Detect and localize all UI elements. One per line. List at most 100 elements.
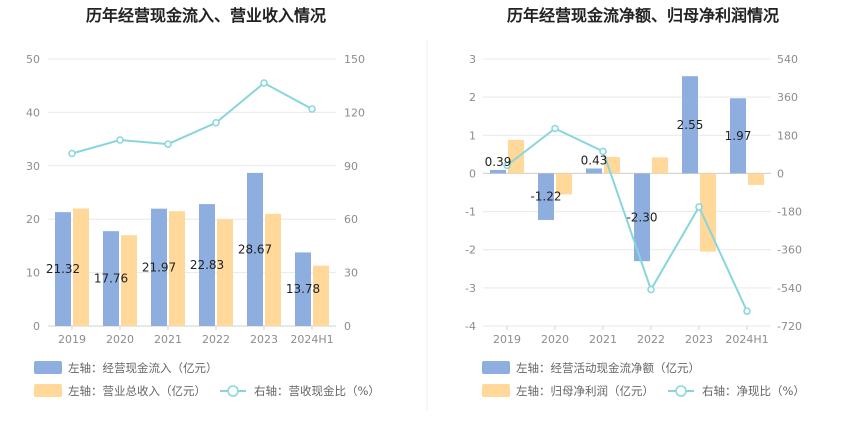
category-label: 2019	[493, 333, 521, 346]
legend: 左轴：经营活动现金流净额（亿元） 左轴：归母净利润（亿元） 右轴：净现比（%）	[482, 361, 805, 398]
bar-value-label: -2.30	[626, 210, 657, 224]
category-label: 2020	[106, 333, 134, 346]
legend-item-ratio[interactable]: 右轴：营收现金比（%）	[220, 384, 380, 398]
legend: 左轴：经营现金流入（亿元） 左轴：营业总收入（亿元） 右轴：营收现金比（%）	[34, 361, 380, 398]
bar-secondary[interactable]	[508, 139, 524, 174]
bar-primary[interactable]	[634, 173, 650, 262]
right-tick-label: 0	[344, 320, 351, 333]
legend-item-net-ratio[interactable]: 右轴：净现比（%）	[668, 384, 805, 398]
bar-secondary[interactable]	[73, 208, 89, 326]
legend-item-net-profit[interactable]: 左轴：归母净利润（亿元）	[482, 384, 654, 398]
legend-label: 左轴：经营现金流入（亿元）	[68, 361, 218, 375]
ratio-point[interactable]	[308, 105, 316, 113]
left-tick-label: -1	[465, 206, 476, 219]
legend-marker	[675, 385, 687, 397]
left-tick-label: 3	[469, 53, 476, 66]
ratio-point[interactable]	[212, 118, 220, 127]
chart-title: 历年经营现金流净额、归母净利润情况	[507, 6, 779, 25]
right-tick-label: 60	[344, 213, 358, 226]
ratio-line	[503, 124, 751, 315]
ratio-point[interactable]	[743, 307, 751, 315]
right-tick-label: 90	[344, 160, 358, 173]
category-label: 2024H1	[725, 333, 768, 346]
bar-primary[interactable]	[295, 252, 311, 326]
grid-lines	[483, 58, 771, 327]
ratio-point[interactable]	[68, 149, 76, 158]
legend-label: 左轴：经营活动现金流净额（亿元）	[516, 361, 700, 375]
bar-secondary[interactable]	[313, 265, 329, 326]
ratio-point[interactable]	[551, 124, 559, 133]
category-label: 2024H1	[290, 333, 333, 346]
bar-secondary[interactable]	[265, 213, 281, 326]
legend-label: 左轴：营业总收入（亿元）	[68, 384, 206, 398]
bar-secondary[interactable]	[169, 211, 185, 326]
bar-value-label: 0.43	[581, 153, 608, 167]
legend-swatch	[34, 361, 62, 374]
bar-value-labels: 0.39 -1.22 0.43 -2.30 2.55 1.97	[485, 118, 752, 224]
bar-secondary[interactable]	[700, 173, 716, 252]
grid-lines	[48, 58, 336, 327]
category-label: 2023	[250, 333, 278, 346]
bar-value-label: -1.22	[530, 190, 561, 204]
ratio-line	[68, 79, 316, 158]
bar-primary[interactable]	[538, 173, 554, 220]
right-tick-label: 30	[344, 267, 358, 280]
ratio-line-path	[506, 127, 748, 312]
right-tick-label: 0	[777, 167, 784, 180]
category-label: 2019	[58, 333, 86, 346]
left-tick-label: -3	[465, 282, 476, 295]
ratio-point[interactable]	[599, 147, 607, 156]
bar-primary[interactable]	[55, 212, 71, 326]
ratio-point[interactable]	[695, 203, 703, 211]
legend-item-revenue[interactable]: 左轴：营业总收入（亿元）	[34, 384, 206, 398]
left-tick-label: -2	[465, 244, 476, 257]
category-ticks: 2019 2020 2021 2022 2023 2024H1	[58, 326, 334, 346]
chart-cash-inflow-revenue: 历年经营现金流入、营业收入情况 0 10 20 30 40 50 0 30 60 90 120 15…	[26, 6, 380, 398]
ratio-point[interactable]	[260, 79, 268, 87]
bar-secondary[interactable]	[121, 235, 137, 326]
ratio-point[interactable]	[164, 140, 172, 148]
category-label: 2022	[202, 333, 230, 346]
left-tick-label: 10	[26, 267, 40, 280]
bar-primary[interactable]	[490, 169, 506, 174]
bar-secondary[interactable]	[556, 173, 572, 195]
right-tick-label: -540	[777, 282, 802, 295]
legend-label: 右轴：净现比（%）	[702, 384, 805, 398]
right-tick-label: 150	[344, 53, 365, 66]
ratio-point[interactable]	[116, 136, 124, 144]
bar-value-label: 13.78	[286, 282, 320, 296]
ratio-point[interactable]	[647, 285, 655, 294]
legend-item-net-cash[interactable]: 左轴：经营活动现金流净额（亿元）	[482, 361, 700, 375]
bar-primary[interactable]	[199, 204, 215, 326]
bar-primary[interactable]	[586, 168, 602, 174]
left-tick-label: 0	[469, 167, 476, 180]
legend-marker	[227, 385, 239, 397]
right-tick-label: 180	[777, 129, 798, 142]
bars	[490, 76, 764, 262]
bar-secondary[interactable]	[604, 157, 620, 174]
legend-label: 右轴：营收现金比（%）	[254, 384, 380, 398]
legend-item-cash-inflow[interactable]: 左轴：经营现金流入（亿元）	[34, 361, 218, 375]
bar-secondary[interactable]	[217, 219, 233, 326]
bar-primary[interactable]	[682, 76, 698, 174]
ratio-point[interactable]	[503, 161, 511, 170]
bar-value-label: 28.67	[238, 242, 272, 256]
bar-value-label: 17.76	[94, 272, 128, 286]
right-tick-label: -720	[777, 320, 802, 333]
legend-label: 左轴：归母净利润（亿元）	[516, 384, 654, 398]
category-label: 2021	[589, 333, 617, 346]
ratio-line-path	[71, 81, 313, 155]
bar-secondary[interactable]	[748, 173, 764, 185]
left-tick-label: 0	[33, 320, 40, 333]
bar-secondary[interactable]	[652, 157, 668, 174]
left-tick-label: 30	[26, 160, 40, 173]
bar-value-label: 21.97	[142, 260, 176, 274]
category-ticks: 2019 2020 2021 2022 2023 2024H1	[493, 326, 769, 346]
bar-primary[interactable]	[247, 172, 263, 326]
bar-primary[interactable]	[103, 231, 119, 326]
bar-primary[interactable]	[730, 98, 746, 174]
bar-primary[interactable]	[151, 208, 167, 326]
